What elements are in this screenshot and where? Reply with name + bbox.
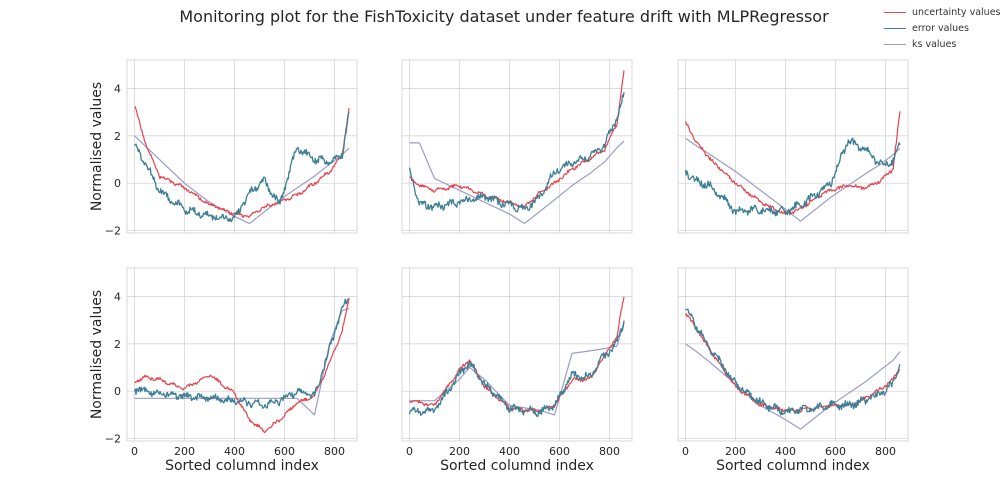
x-tick-label: 200 — [174, 445, 195, 458]
legend-label-ks: ks values — [912, 38, 957, 50]
plot-area — [402, 60, 632, 233]
subplot-row1-col1: −2 0 2 4 Normalised values — [89, 59, 358, 238]
plot-area — [127, 268, 357, 441]
series-line-error — [408, 92, 625, 213]
plot-area — [402, 268, 632, 441]
y-tick-label: 4 — [114, 290, 121, 303]
plot-frame — [401, 267, 633, 442]
y-tick-label: 4 — [114, 82, 121, 95]
x-tick-label: 600 — [274, 445, 295, 458]
legend-swatch-uncertainty — [884, 11, 906, 13]
y-tick-label: −2 — [105, 433, 121, 446]
legend-label-error: error values — [912, 22, 969, 34]
y-tick-label: 2 — [114, 338, 121, 351]
y-tick-label: −2 — [105, 225, 121, 238]
legend-entry-ks: ks values — [884, 36, 1001, 52]
subplot-row2-col2: 0 200 400 600 800 Sorted columnd index — [401, 267, 633, 474]
y-axis-label: Normalised values — [89, 82, 105, 211]
subplot-row1-col2 — [401, 59, 633, 234]
plot-frame — [126, 59, 358, 234]
series-line-ks — [134, 135, 350, 224]
legend-entry-error: error values — [884, 20, 1001, 36]
subplot-row2-col1: −2 0 2 4 0 200 400 600 800 Normalised values Sorte… — [89, 267, 358, 474]
x-tick-label: 600 — [549, 445, 570, 458]
series-line-uncertainty — [134, 105, 350, 218]
x-tick-label: 600 — [825, 445, 846, 458]
series-line-error — [685, 308, 901, 416]
x-tick-label: 400 — [775, 445, 796, 458]
legend-label-uncertainty: uncertainty values — [912, 6, 1001, 18]
plot-area — [127, 60, 357, 233]
plot-frame — [401, 59, 633, 234]
series-line-ks — [685, 343, 901, 430]
series-line-error — [684, 137, 901, 217]
x-tick-label: 800 — [599, 445, 620, 458]
x-tick-label: 400 — [499, 445, 520, 458]
x-axis-label: Sorted columnd index — [165, 458, 319, 474]
x-tick-label: 800 — [324, 445, 345, 458]
y-tick-label: 0 — [114, 177, 121, 190]
x-axis-label: Sorted columnd index — [716, 458, 870, 474]
legend-entry-uncertainty: uncertainty values — [884, 4, 1001, 20]
plot-frame — [677, 267, 909, 442]
legend: uncertainty values error values ks value… — [884, 4, 1001, 52]
y-tick-label: 0 — [114, 385, 121, 398]
x-axis-label: Sorted columnd index — [440, 458, 594, 474]
series-line-error — [408, 320, 625, 418]
y-axis-label: Normalised values — [89, 290, 105, 419]
x-tick-label: 400 — [224, 445, 245, 458]
plot-frame — [126, 267, 358, 442]
subplot-row2-col3: 0 200 400 600 800 Sorted columnd index — [677, 267, 909, 474]
x-tick-label: 200 — [725, 445, 746, 458]
series-line-ks — [685, 137, 901, 222]
subplot-row1-col3 — [677, 59, 909, 234]
figure-title: Monitoring plot for the FishToxicity dat… — [179, 7, 829, 26]
series-line-error — [133, 298, 350, 410]
series-line-ks — [409, 140, 625, 224]
plot-frame — [677, 59, 909, 234]
x-tick-label: 0 — [131, 445, 138, 458]
x-tick-label: 800 — [875, 445, 896, 458]
x-tick-label: 0 — [406, 445, 413, 458]
series-line-uncertainty — [684, 111, 901, 215]
series-line-uncertainty — [134, 297, 350, 434]
series-line-error — [134, 111, 350, 223]
y-tick-label: 2 — [114, 130, 121, 143]
legend-swatch-ks — [884, 43, 906, 45]
x-tick-label: 200 — [449, 445, 470, 458]
legend-swatch-error — [884, 27, 906, 29]
x-tick-label: 0 — [682, 445, 689, 458]
series-line-ks — [134, 307, 350, 416]
